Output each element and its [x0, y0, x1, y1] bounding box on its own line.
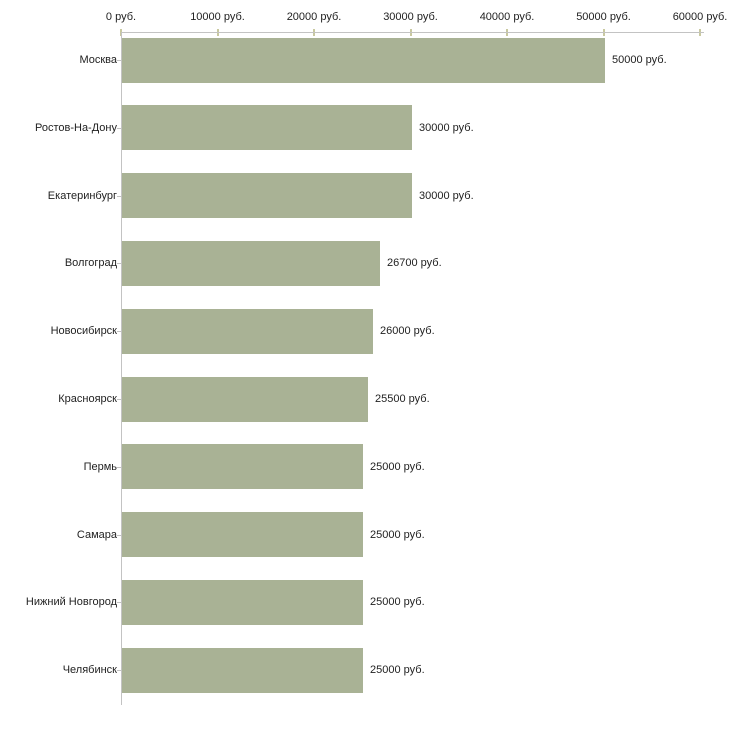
category-label: Екатеринбург [47, 189, 117, 202]
y-tick-mark [117, 602, 121, 604]
bar [122, 309, 373, 354]
category-label: Волгоград [64, 257, 117, 270]
bar [122, 173, 412, 218]
x-tick-label: 10000 руб. [190, 11, 245, 23]
category-label: Красноярск [58, 393, 117, 405]
x-tick-label: 60000 руб. [672, 11, 728, 23]
category-label: Ростов-На-Дону [34, 121, 117, 134]
category-label: Нижний Новгород [25, 596, 117, 609]
x-tick-label: 40000 руб. [479, 11, 535, 23]
y-tick-mark [117, 127, 121, 129]
category-label: Челябинск [62, 664, 117, 677]
bar [122, 105, 412, 150]
y-tick-mark [117, 331, 121, 333]
bar-value-label: 25000 руб. [370, 528, 425, 541]
y-tick-mark [117, 263, 121, 265]
bar [122, 377, 368, 422]
bar [122, 241, 380, 286]
x-tick-label: 50000 руб. [576, 11, 631, 23]
bar [122, 38, 605, 83]
category-label: Москва [79, 54, 117, 66]
y-tick-mark [117, 466, 121, 468]
bar [122, 512, 363, 557]
bar-value-label: 50000 руб. [612, 54, 667, 66]
y-tick-mark [117, 399, 121, 400]
x-axis-line [121, 32, 704, 33]
category-label: Новосибирск [50, 325, 117, 338]
x-tick-label: 0 руб. [105, 11, 137, 23]
bar [122, 580, 363, 625]
bar-value-label: 30000 руб. [419, 121, 474, 134]
bar-value-label: 25500 руб. [375, 393, 430, 405]
y-tick-mark [117, 60, 121, 61]
bar-value-label: 26000 руб. [380, 325, 435, 338]
x-tick-label: 20000 руб. [286, 11, 342, 23]
bar [122, 444, 363, 489]
y-tick-mark [117, 195, 121, 197]
bar-value-label: 30000 руб. [419, 189, 474, 202]
y-axis-line [121, 32, 122, 705]
x-tick-label: 30000 руб. [383, 11, 438, 23]
category-label: Самара [76, 528, 117, 541]
bar-value-label: 25000 руб. [370, 460, 425, 473]
y-tick-mark [117, 534, 121, 536]
category-label: Пермь [83, 460, 117, 473]
bar [122, 648, 363, 693]
bar-value-label: 25000 руб. [370, 596, 425, 609]
bar-value-label: 26700 руб. [387, 257, 442, 270]
bar-value-label: 25000 руб. [370, 664, 425, 677]
y-tick-mark [117, 670, 121, 672]
